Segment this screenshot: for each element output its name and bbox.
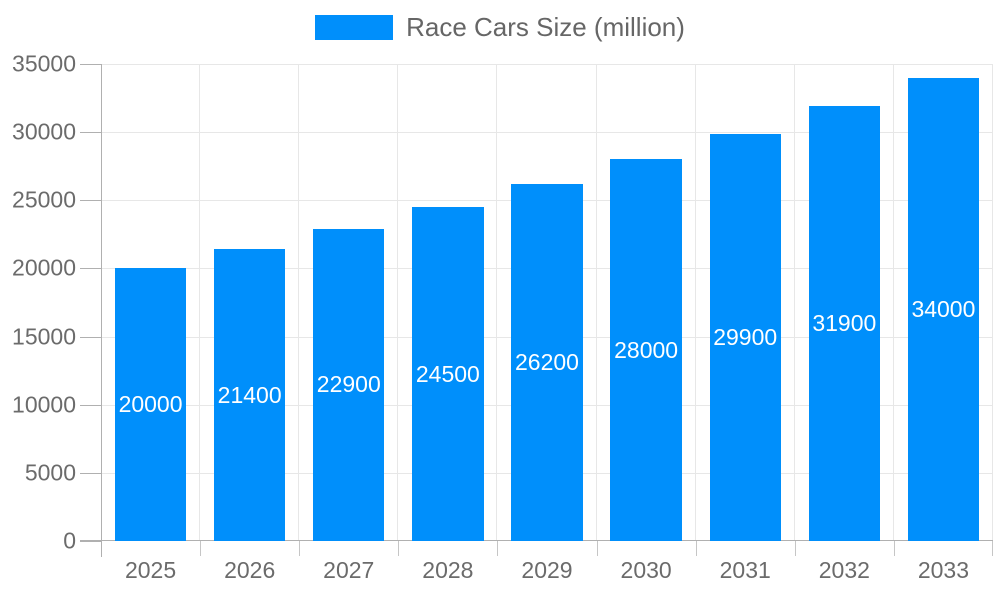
x-axis: 2025 2026 2027 2028 2029 2030 2031 2032 2033 xyxy=(101,541,993,593)
legend-marker[interactable] xyxy=(315,14,394,40)
bar-value-label: 28000 xyxy=(614,336,679,363)
bar[interactable]: 34000 xyxy=(907,77,980,541)
bar-value-label: 21400 xyxy=(217,381,282,408)
bar[interactable]: 20000 xyxy=(114,268,187,541)
bar[interactable]: 24500 xyxy=(412,207,484,541)
x-tick xyxy=(893,541,895,556)
x-axis-label: 2033 xyxy=(917,557,970,583)
h-gridline xyxy=(101,132,993,134)
bar-value-label: 24500 xyxy=(415,360,480,387)
x-axis-label: 2027 xyxy=(323,557,375,583)
x-tick xyxy=(596,541,598,556)
y-tick xyxy=(80,336,101,338)
bar[interactable]: 22900 xyxy=(313,228,385,541)
bar-value-label: 31900 xyxy=(812,310,877,337)
x-tick xyxy=(398,541,400,556)
v-gridline xyxy=(199,64,201,541)
y-tick xyxy=(80,541,101,542)
y-axis-label: 20000 xyxy=(12,254,76,281)
bar-value-label: 22900 xyxy=(316,371,381,398)
x-tick xyxy=(695,541,697,556)
bar-value-label: 26200 xyxy=(515,348,579,375)
y-axis-label: 0 xyxy=(63,527,76,554)
bar-value-label: 34000 xyxy=(911,295,976,322)
x-axis-label: 2028 xyxy=(422,557,474,583)
plot-area: 20000 21400 22900 24500 26200 28000 29900 31900… xyxy=(80,64,993,557)
v-gridline xyxy=(892,64,894,541)
v-gridline xyxy=(694,64,696,541)
x-axis-label: 2032 xyxy=(818,557,870,583)
y-axis-line xyxy=(101,64,102,557)
legend-label[interactable]: Race Cars Size (million) xyxy=(406,12,685,42)
x-axis-label: 2030 xyxy=(620,557,672,583)
x-tick xyxy=(200,541,202,556)
bar[interactable]: 31900 xyxy=(808,106,880,541)
v-gridline xyxy=(496,64,498,541)
bar[interactable]: 21400 xyxy=(213,249,286,541)
v-gridline xyxy=(793,64,795,541)
bar-value-label: 29900 xyxy=(713,323,778,350)
y-tick xyxy=(80,268,101,270)
y-axis-label: 5000 xyxy=(24,459,76,486)
v-gridline xyxy=(397,64,399,541)
bar-value-label: 20000 xyxy=(118,391,183,418)
v-gridline xyxy=(992,64,993,541)
y-tick xyxy=(80,64,101,65)
y-axis-label: 30000 xyxy=(12,118,76,145)
bar[interactable]: 28000 xyxy=(610,159,682,541)
x-tick xyxy=(497,541,499,556)
x-tick xyxy=(992,541,993,556)
y-tick xyxy=(80,200,101,202)
v-gridline xyxy=(595,64,597,541)
y-tick xyxy=(80,132,101,134)
x-axis-label: 2025 xyxy=(124,557,177,583)
x-tick xyxy=(299,541,301,556)
h-gridline xyxy=(101,64,993,65)
x-axis-label: 2031 xyxy=(719,557,771,583)
y-tick xyxy=(80,404,101,406)
x-axis-label: 2029 xyxy=(521,557,573,583)
bar[interactable]: 29900 xyxy=(709,133,781,541)
y-axis-label: 15000 xyxy=(12,323,76,350)
bar[interactable]: 26200 xyxy=(511,183,583,541)
y-axis-label: 25000 xyxy=(12,186,76,213)
legend[interactable]: Race Cars Size (million) xyxy=(0,14,1000,40)
x-axis-label: 2026 xyxy=(224,557,276,583)
x-tick xyxy=(794,541,796,556)
v-gridline xyxy=(298,64,300,541)
y-axis-label: 35000 xyxy=(12,50,76,77)
y-axis-label: 10000 xyxy=(12,391,76,418)
y-axis: 0 5000 10000 15000 20000 25000 30000 35000 xyxy=(0,52,76,552)
y-tick xyxy=(80,472,101,474)
